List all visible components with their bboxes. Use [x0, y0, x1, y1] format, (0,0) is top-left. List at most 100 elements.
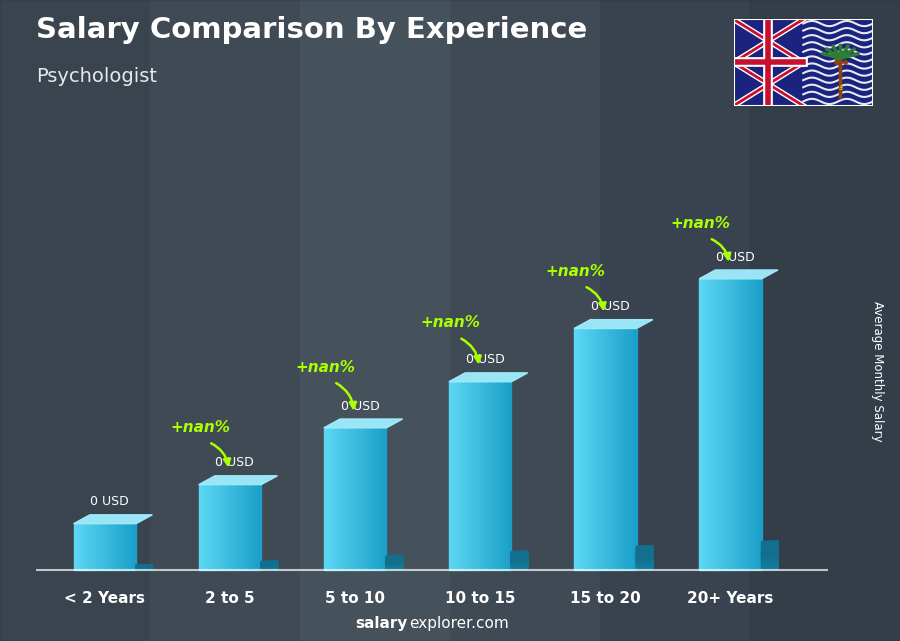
Bar	[465, 382, 466, 570]
Polygon shape	[636, 554, 652, 566]
Bar	[484, 382, 485, 570]
Bar	[574, 328, 575, 570]
Polygon shape	[511, 552, 527, 562]
Polygon shape	[511, 558, 527, 567]
Bar	[112, 524, 113, 570]
Bar	[221, 485, 222, 570]
Bar	[354, 428, 356, 570]
Bar	[224, 485, 225, 570]
Polygon shape	[136, 565, 152, 569]
Bar	[609, 328, 610, 570]
FancyArrowPatch shape	[337, 383, 356, 408]
Bar	[369, 428, 370, 570]
Bar	[123, 524, 125, 570]
Bar	[623, 328, 624, 570]
Polygon shape	[511, 556, 527, 566]
Bar	[718, 279, 719, 570]
Polygon shape	[136, 567, 152, 570]
Bar	[101, 524, 103, 570]
Polygon shape	[511, 553, 527, 563]
Bar	[472, 382, 474, 570]
Bar	[347, 428, 349, 570]
Bar	[325, 428, 327, 570]
Bar	[619, 328, 620, 570]
Bar	[80, 524, 81, 570]
Bar	[361, 428, 363, 570]
Text: +nan%: +nan%	[420, 315, 480, 330]
Polygon shape	[386, 562, 402, 569]
Bar	[626, 328, 628, 570]
Bar	[753, 279, 754, 570]
Bar	[624, 328, 625, 570]
Bar	[706, 279, 708, 570]
Bar	[258, 485, 260, 570]
Bar	[489, 382, 491, 570]
Polygon shape	[261, 562, 277, 567]
Bar	[488, 382, 489, 570]
Bar	[713, 279, 714, 570]
Bar	[363, 428, 364, 570]
Bar	[620, 328, 622, 570]
Bar	[456, 382, 457, 570]
Bar	[256, 485, 257, 570]
Polygon shape	[386, 561, 402, 569]
Bar	[734, 279, 735, 570]
Polygon shape	[386, 557, 402, 565]
Polygon shape	[386, 558, 402, 566]
Bar	[236, 485, 238, 570]
Bar	[499, 382, 500, 570]
Polygon shape	[761, 546, 778, 561]
Bar	[610, 328, 611, 570]
Bar	[744, 279, 745, 570]
Bar	[720, 279, 722, 570]
Polygon shape	[636, 551, 652, 564]
Bar	[734, 62, 803, 106]
Polygon shape	[636, 548, 652, 561]
Bar	[241, 485, 242, 570]
Polygon shape	[574, 320, 652, 328]
Bar	[716, 279, 718, 570]
Polygon shape	[386, 556, 402, 563]
Bar	[747, 279, 748, 570]
Polygon shape	[761, 551, 778, 566]
Polygon shape	[761, 549, 778, 565]
Bar	[125, 524, 126, 570]
Polygon shape	[136, 565, 152, 568]
Bar	[578, 328, 579, 570]
Polygon shape	[636, 551, 652, 563]
Bar	[234, 485, 235, 570]
Bar	[628, 328, 629, 570]
Bar	[729, 279, 731, 570]
Bar	[591, 328, 593, 570]
Bar	[742, 279, 744, 570]
Bar	[463, 382, 464, 570]
Bar	[617, 328, 619, 570]
Bar	[242, 485, 244, 570]
Bar	[485, 382, 486, 570]
Bar	[606, 328, 607, 570]
Polygon shape	[511, 559, 527, 569]
Bar	[94, 524, 96, 570]
Bar	[382, 428, 383, 570]
Text: salary: salary	[356, 617, 408, 631]
Bar	[210, 485, 212, 570]
Polygon shape	[761, 552, 778, 567]
Bar	[732, 279, 733, 570]
Polygon shape	[761, 554, 778, 569]
Polygon shape	[761, 548, 778, 563]
Bar	[741, 279, 742, 570]
Bar	[594, 328, 595, 570]
Polygon shape	[386, 560, 402, 567]
Polygon shape	[511, 554, 527, 563]
Bar	[452, 382, 453, 570]
Polygon shape	[136, 566, 152, 569]
Text: +nan%: +nan%	[295, 360, 355, 374]
Bar	[81, 524, 82, 570]
Polygon shape	[761, 551, 778, 565]
Bar	[383, 428, 385, 570]
Bar	[634, 328, 635, 570]
Polygon shape	[636, 547, 652, 560]
Bar	[709, 279, 710, 570]
Bar	[248, 485, 250, 570]
Bar	[604, 328, 606, 570]
